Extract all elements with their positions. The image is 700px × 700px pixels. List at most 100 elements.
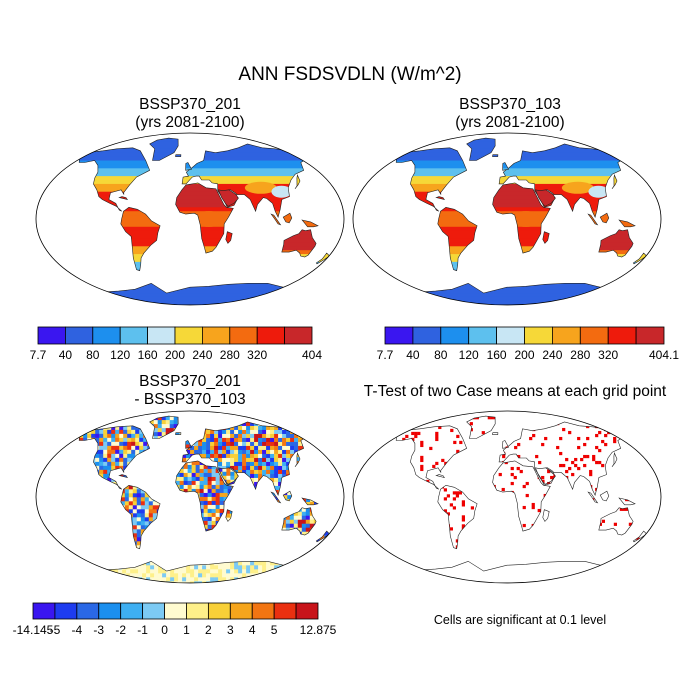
lat-band: [120, 215, 161, 220]
diff-cell: [258, 449, 263, 455]
lat-band: [295, 180, 300, 185]
diff-cell: [199, 480, 204, 486]
diff-cell: [290, 445, 295, 451]
diff-cell: [102, 577, 107, 582]
diff-cell: [298, 422, 303, 427]
diff-cell: [226, 479, 231, 485]
diff-cell: [218, 467, 223, 473]
diff-cell: [250, 569, 255, 574]
diff-cell: [94, 573, 99, 578]
lat-band: [492, 207, 551, 212]
diff-cell: [214, 445, 219, 451]
significant-cell: [461, 503, 466, 507]
lat-band: [182, 168, 308, 173]
diff-cell: [246, 581, 251, 583]
diff-cell: [226, 569, 231, 574]
diff-cell: [278, 481, 283, 487]
continent-iceland: [175, 154, 181, 157]
colorbar-label: 404.1: [649, 348, 679, 362]
diff-cell: [250, 457, 255, 463]
diff-cell: [78, 573, 83, 578]
diff-cell: [298, 565, 302, 570]
diff-cell: [274, 461, 279, 467]
significant-cell: [414, 434, 418, 439]
lat-band: [535, 203, 556, 207]
diff-cell: [90, 565, 95, 570]
diff-cell: [294, 573, 299, 578]
diff-cell: [219, 508, 224, 514]
significant-cell: [571, 472, 575, 477]
diff-cell: [254, 569, 259, 574]
lat-band: [175, 203, 234, 208]
diff-cell: [226, 581, 231, 583]
diff-cell: [182, 577, 187, 582]
diff-cell: [186, 565, 191, 570]
lat-band: [499, 172, 625, 177]
coastline: [502, 162, 509, 171]
coastline: [492, 182, 551, 254]
diff-cell: [99, 445, 104, 451]
diff-cell: [282, 422, 287, 427]
diff-cell: [165, 416, 171, 421]
diff-cell: [119, 457, 124, 463]
lat-band: [396, 172, 467, 177]
diff-cell: [179, 476, 184, 482]
diff-cell: [154, 565, 159, 570]
diff-cell: [157, 416, 163, 421]
diff-cell: [170, 569, 175, 574]
coastline: [270, 491, 282, 504]
lat-band: [120, 222, 161, 228]
diff-cell: [238, 429, 243, 435]
diff-cell: [136, 489, 142, 494]
diff-cell: [250, 425, 255, 431]
diff-cell: [190, 565, 195, 570]
diff-cell: [298, 441, 303, 447]
diff-cell: [90, 569, 95, 574]
lat-band: [353, 305, 661, 309]
lat-band: [353, 305, 661, 309]
lat-band: [78, 296, 302, 302]
significant-cell: [538, 460, 542, 465]
diff-cell: [102, 573, 107, 578]
lat-band: [218, 195, 239, 201]
lat-band: [396, 180, 467, 185]
diff-cell: [289, 519, 295, 525]
diff-cell: [258, 429, 263, 435]
diff-cell: [187, 472, 192, 478]
diff-cell: [132, 533, 138, 538]
diff-cell: [214, 565, 219, 570]
diff-cell: [115, 465, 120, 471]
diff-cell: [250, 441, 255, 447]
diff-cell: [128, 501, 134, 506]
coastline: [225, 231, 233, 244]
diff-cell: [294, 565, 299, 570]
colorbar-box: [384, 326, 414, 345]
lat-band: [36, 305, 344, 309]
significant-cell: [553, 473, 556, 477]
colorbar-box: [496, 326, 525, 345]
diff-cell: [214, 429, 219, 435]
diff-cell: [195, 468, 200, 474]
coastline: [217, 467, 239, 485]
diff-cell: [111, 445, 116, 451]
diff-cell: [142, 573, 147, 578]
lat-band: [535, 199, 556, 205]
diff-cell: [87, 433, 92, 439]
significant-cell: [420, 455, 424, 460]
diff-cell: [128, 485, 134, 490]
diff-cell: [286, 465, 291, 471]
diff-cell: [210, 445, 215, 451]
diff-cell: [211, 468, 216, 474]
diff-cell: [136, 497, 142, 502]
diff-cell: [254, 465, 259, 471]
diff-cell: [99, 453, 104, 459]
lat-band: [36, 305, 344, 309]
significant-cell: [429, 446, 433, 451]
diff-cell: [299, 457, 300, 462]
lat-band: [185, 164, 192, 169]
diff-cell: [186, 573, 191, 578]
colorbar-label: 404: [302, 348, 322, 362]
diff-cell: [102, 569, 107, 574]
diff-cell: [258, 577, 263, 582]
diff-cell: [90, 573, 95, 578]
